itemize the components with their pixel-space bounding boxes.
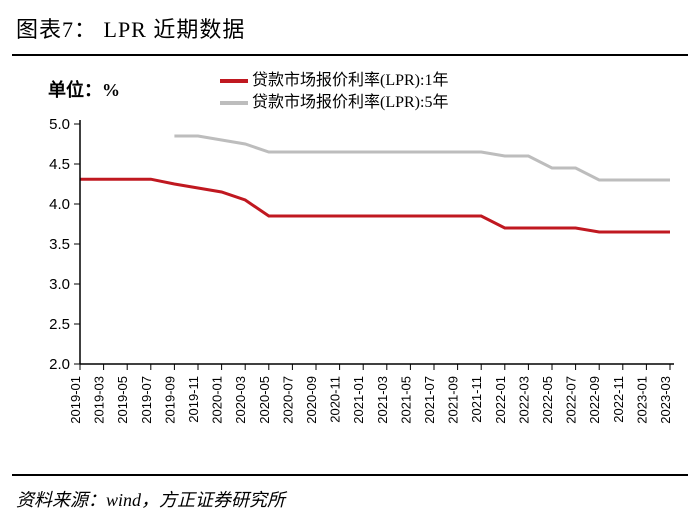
- svg-text:3.5: 3.5: [49, 236, 70, 253]
- legend: 贷款市场报价利率(LPR):1年 贷款市场报价利率(LPR):5年: [220, 70, 448, 114]
- line-chart-svg: 2.0 2.5 3.0 3.5 4.0 4.5 5.0 2019-01 2019-03 2019-…: [20, 64, 680, 474]
- svg-text:2023-01: 2023-01: [634, 376, 649, 424]
- unit-label: 单位：%: [48, 76, 120, 102]
- svg-text:2020-11: 2020-11: [328, 376, 343, 423]
- svg-text:2019-01: 2019-01: [68, 376, 83, 424]
- svg-text:2020-09: 2020-09: [304, 376, 319, 424]
- svg-text:2021-11: 2021-11: [469, 376, 484, 423]
- svg-text:4.0: 4.0: [49, 196, 70, 213]
- svg-text:2022-01: 2022-01: [493, 376, 508, 424]
- svg-text:2019-07: 2019-07: [139, 376, 154, 424]
- svg-text:2022-05: 2022-05: [540, 376, 555, 424]
- svg-text:2019-09: 2019-09: [162, 376, 177, 424]
- chart-title: 图表7： LPR 近期数据: [12, 8, 688, 54]
- bottom-rule: [12, 474, 688, 476]
- title-rule: [12, 54, 688, 56]
- svg-text:2021-03: 2021-03: [375, 376, 390, 424]
- svg-text:5.0: 5.0: [49, 116, 70, 133]
- legend-item-5y: 贷款市场报价利率(LPR):5年: [220, 92, 448, 114]
- svg-text:2023-03: 2023-03: [658, 376, 673, 424]
- legend-swatch-5y: [220, 101, 248, 105]
- title-text: 图表7： LPR 近期数据: [16, 17, 245, 42]
- svg-text:2019-03: 2019-03: [92, 376, 107, 424]
- svg-text:2021-09: 2021-09: [446, 376, 461, 424]
- svg-text:2021-07: 2021-07: [422, 376, 437, 424]
- svg-text:3.0: 3.0: [49, 276, 70, 293]
- legend-label-5y: 贷款市场报价利率(LPR):5年: [252, 92, 448, 114]
- svg-text:2019-05: 2019-05: [115, 376, 130, 424]
- svg-text:2022-09: 2022-09: [587, 376, 602, 424]
- svg-text:2022-07: 2022-07: [564, 376, 579, 424]
- legend-swatch-1y: [220, 79, 248, 83]
- svg-text:2.0: 2.0: [49, 356, 70, 373]
- svg-text:2020-03: 2020-03: [233, 376, 248, 424]
- svg-text:2019-11: 2019-11: [186, 376, 201, 423]
- svg-text:2020-07: 2020-07: [280, 376, 295, 424]
- svg-text:2021-05: 2021-05: [398, 376, 413, 424]
- svg-text:2020-01: 2020-01: [210, 376, 225, 424]
- svg-text:2022-03: 2022-03: [516, 376, 531, 424]
- chart-area: 单位：% 贷款市场报价利率(LPR):1年 贷款市场报价利率(LPR):5年 2…: [20, 64, 680, 474]
- source-line: 资料来源：wind，方正证券研究所: [12, 484, 688, 512]
- svg-text:2020-05: 2020-05: [257, 376, 272, 424]
- legend-item-1y: 贷款市场报价利率(LPR):1年: [220, 70, 448, 92]
- legend-label-1y: 贷款市场报价利率(LPR):1年: [252, 70, 448, 92]
- svg-text:2.5: 2.5: [49, 316, 70, 333]
- svg-text:2022-11: 2022-11: [611, 376, 626, 423]
- svg-text:4.5: 4.5: [49, 156, 70, 173]
- svg-text:2021-01: 2021-01: [351, 376, 366, 424]
